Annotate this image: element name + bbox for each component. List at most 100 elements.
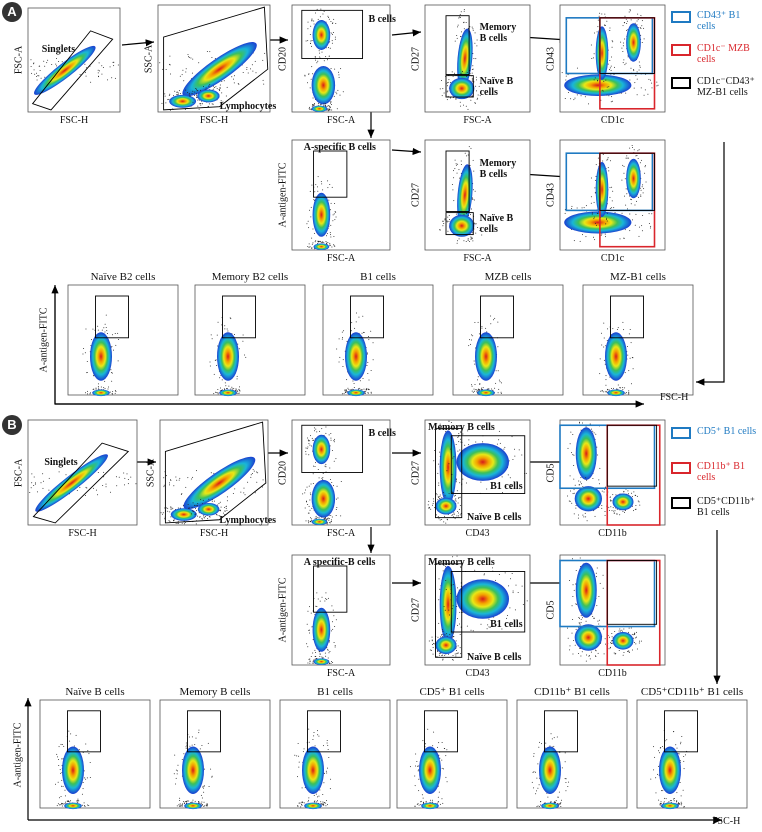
event-dot	[628, 650, 630, 652]
event-dot	[196, 510, 198, 512]
event-dot	[627, 490, 629, 492]
event-dot	[346, 391, 348, 393]
event-dot	[191, 801, 193, 803]
event-dot	[458, 16, 460, 18]
event-dot	[623, 22, 625, 24]
event-dot	[209, 51, 211, 53]
event-dot	[308, 107, 310, 109]
event-dot	[61, 61, 63, 63]
event-dot	[31, 473, 33, 475]
event-dot	[567, 495, 569, 497]
event-dot	[613, 74, 615, 76]
event-dot	[108, 386, 110, 388]
event-dot	[176, 94, 178, 96]
density-blob	[184, 802, 202, 810]
event-dot	[575, 583, 577, 585]
event-dot	[585, 660, 587, 662]
event-dot	[504, 446, 506, 448]
event-dot	[471, 72, 473, 74]
event-dot	[458, 623, 460, 625]
event-dot	[58, 60, 60, 62]
event-dot	[311, 19, 313, 21]
event-dot	[262, 79, 264, 81]
event-dot	[211, 499, 213, 501]
event-dot	[298, 755, 300, 757]
event-dot	[203, 514, 205, 516]
event-dot	[673, 800, 675, 802]
event-dot	[604, 486, 606, 488]
event-dot	[487, 388, 489, 390]
event-dot	[207, 742, 209, 744]
event-dot	[511, 436, 513, 438]
event-dot	[215, 513, 217, 515]
event-dot	[595, 224, 597, 226]
event-dot	[314, 800, 316, 802]
event-dot	[455, 479, 457, 481]
event-dot	[359, 380, 361, 382]
event-dot	[170, 479, 172, 481]
event-dot	[680, 804, 682, 806]
event-dot	[470, 238, 472, 240]
event-dot	[645, 181, 647, 183]
event-dot	[171, 508, 173, 510]
event-dot	[500, 391, 502, 393]
event-dot	[590, 651, 592, 653]
event-dot	[473, 199, 475, 201]
event-dot	[333, 18, 335, 20]
event-dot	[452, 516, 454, 518]
event-dot	[255, 72, 257, 74]
event-dot	[579, 566, 581, 568]
event-dot	[651, 82, 653, 84]
event-dot	[194, 94, 196, 96]
event-dot	[596, 446, 598, 448]
event-dot	[431, 649, 433, 651]
event-dot	[307, 646, 309, 648]
event-dot	[335, 508, 337, 510]
event-dot	[65, 474, 67, 476]
event-dot	[651, 213, 653, 215]
density-blob	[439, 566, 457, 643]
event-dot	[606, 20, 608, 22]
event-dot	[585, 620, 587, 622]
event-dot	[112, 391, 114, 393]
event-dot	[477, 94, 479, 96]
event-dot	[331, 23, 333, 25]
event-dot	[438, 496, 440, 498]
event-dot	[457, 587, 459, 589]
event-dot	[335, 514, 337, 516]
event-dot	[459, 482, 461, 484]
event-dot	[625, 392, 627, 394]
event-dot	[422, 797, 424, 799]
event-dot	[247, 481, 249, 483]
event-dot	[591, 213, 593, 215]
event-dot	[88, 753, 90, 755]
event-dot	[192, 101, 194, 103]
event-dot	[246, 68, 248, 70]
event-dot	[496, 443, 498, 445]
y-axis-label: CD5	[545, 463, 557, 482]
x-axis-label: FSC-H	[712, 816, 741, 827]
event-dot	[163, 484, 165, 486]
event-dot	[471, 232, 473, 234]
event-dot	[428, 500, 430, 502]
event-dot	[329, 788, 331, 790]
event-dot	[212, 85, 214, 87]
event-dot	[613, 66, 615, 68]
event-dot	[261, 486, 263, 488]
event-dot	[104, 323, 106, 325]
event-dot	[115, 476, 117, 478]
event-dot	[312, 439, 314, 441]
event-dot	[202, 786, 204, 788]
event-dot	[179, 93, 181, 95]
event-dot	[452, 556, 454, 558]
event-dot	[613, 387, 615, 389]
event-dot	[639, 187, 641, 189]
event-dot	[447, 82, 449, 84]
event-dot	[93, 375, 95, 377]
event-dot	[64, 803, 66, 805]
event-dot	[605, 375, 607, 377]
event-dot	[60, 796, 62, 798]
event-dot	[329, 244, 331, 246]
density-plot	[159, 419, 269, 526]
density-blob	[217, 332, 239, 381]
